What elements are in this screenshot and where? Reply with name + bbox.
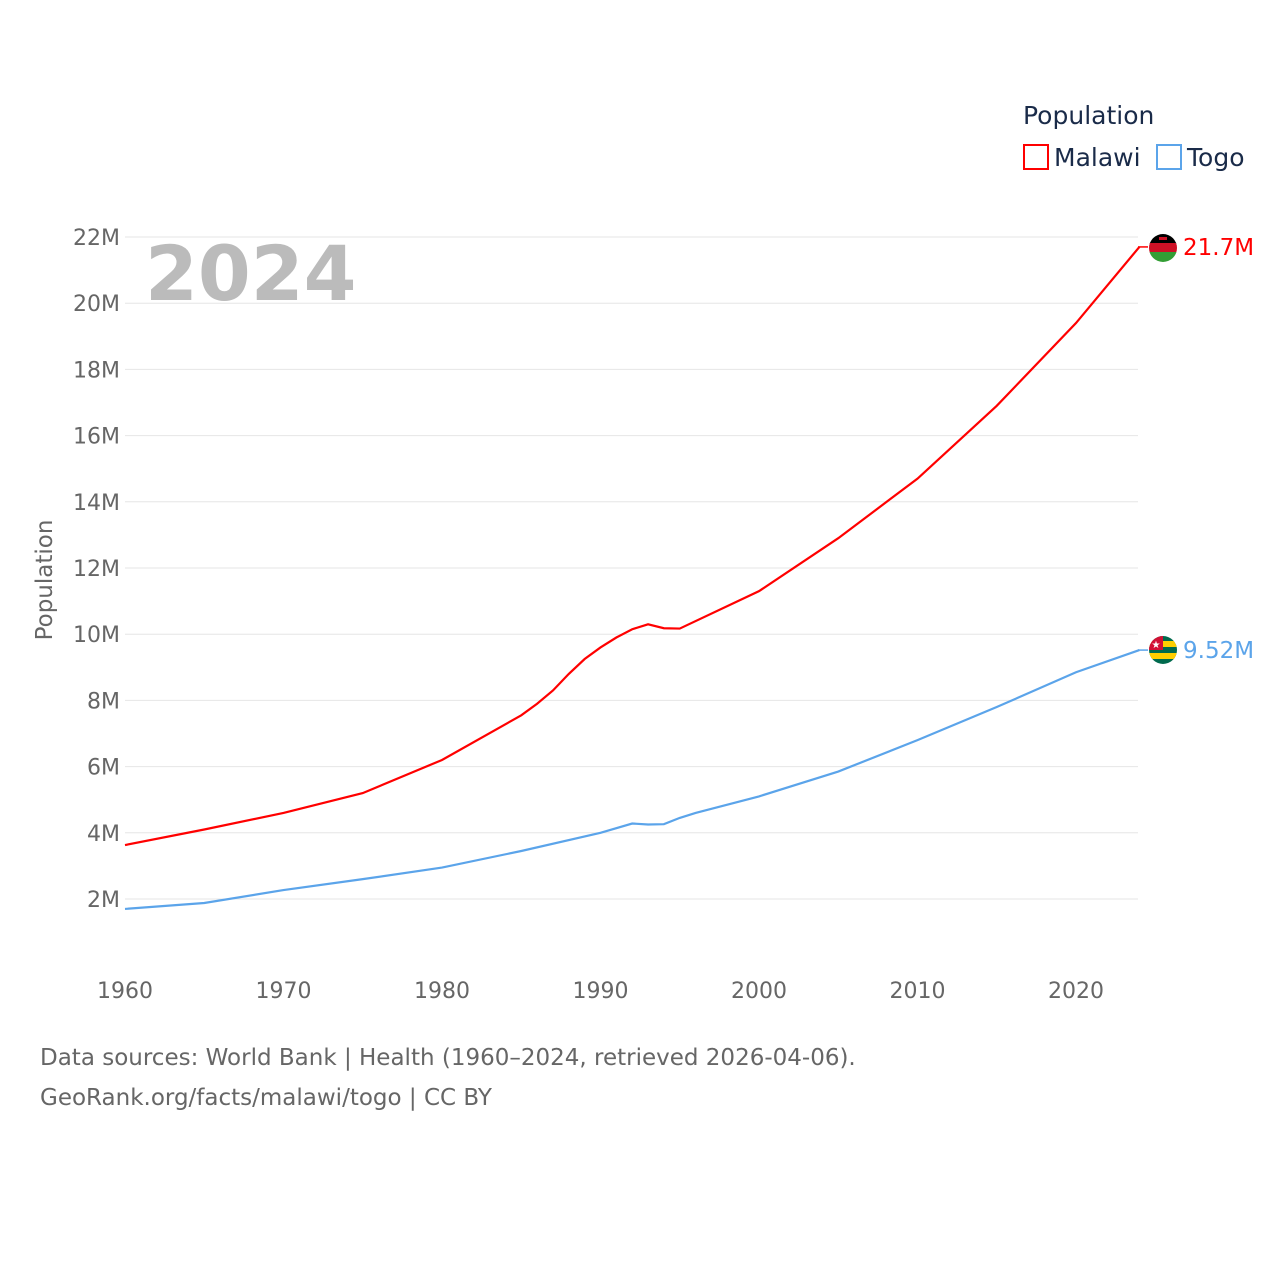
population-chart: 2M 4M 6M 8M 10M 12M 14M 16M 18M 20M 22M 1960 1970 19… [32, 101, 1254, 1004]
end-label-togo: 9.52M [1183, 638, 1254, 664]
legend-title: Population [1023, 101, 1154, 130]
x-tick-label: 1990 [573, 979, 629, 1004]
svg-text:★: ★ [1152, 640, 1161, 651]
y-tick-label: 10M [73, 623, 120, 648]
y-tick-label: 4M [87, 822, 120, 847]
x-tick-label: 2010 [890, 979, 946, 1004]
malawi-flag-icon [1149, 234, 1177, 262]
footer-sources: Data sources: World Bank | Health (1960–… [40, 1045, 856, 1071]
y-tick-label: 16M [73, 425, 120, 450]
y-tick-label: 22M [73, 226, 120, 251]
y-tick-label: 18M [73, 358, 120, 383]
y-tick-label: 8M [87, 689, 120, 714]
series-line-malawi [124, 246, 1141, 847]
footer-link[interactable]: GeoRank.org/facts/malawi/togo | CC BY [40, 1085, 492, 1111]
series-line-togo [124, 649, 1140, 911]
legend-label-malawi[interactable]: Malawi [1054, 143, 1141, 172]
legend-label-togo[interactable]: Togo [1186, 143, 1244, 172]
legend-swatch-togo [1156, 144, 1182, 170]
year-label: 2024 [145, 229, 357, 318]
y-axis-label: Population [32, 520, 58, 641]
y-tick-label: 14M [73, 491, 120, 516]
x-tick-label: 1960 [97, 979, 153, 1004]
y-tick-label: 20M [73, 292, 120, 317]
y-tick-label: 6M [87, 756, 120, 781]
y-tick-label: 2M [87, 888, 120, 913]
togo-flag-icon: ★ [1149, 636, 1177, 664]
x-tick-label: 1980 [414, 979, 470, 1004]
x-tick-label: 2020 [1048, 979, 1104, 1004]
end-label-malawi: 21.7M [1183, 235, 1254, 261]
x-tick-label: 2000 [731, 979, 787, 1004]
y-tick-label: 12M [73, 557, 120, 582]
legend-swatch-malawi [1023, 144, 1049, 170]
x-tick-label: 1970 [256, 979, 312, 1004]
